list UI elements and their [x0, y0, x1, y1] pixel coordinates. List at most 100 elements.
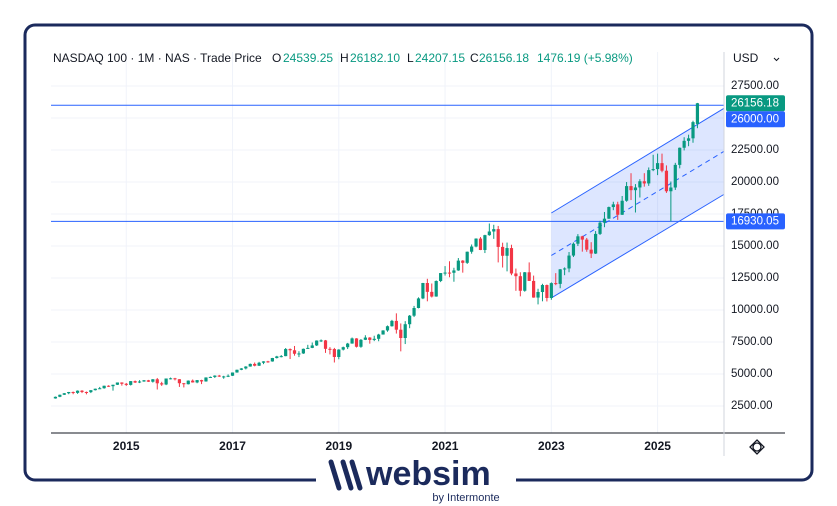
- candle-body: [465, 251, 469, 263]
- candle-body: [545, 285, 549, 298]
- frame: [23, 23, 814, 482]
- candle-body: [275, 356, 279, 359]
- candle-body: [660, 163, 664, 171]
- currency-select[interactable]: USD: [733, 51, 780, 65]
- candle-body: [554, 283, 558, 285]
- candle-body: [98, 388, 102, 390]
- candle-body: [580, 236, 584, 240]
- candle-body: [120, 382, 124, 384]
- candle-body: [155, 379, 159, 384]
- candle-body: [673, 164, 677, 188]
- candle-body: [292, 350, 297, 354]
- candle-body: [434, 280, 438, 297]
- candle-body: [416, 298, 421, 309]
- x-tick-label: 2019: [325, 439, 352, 453]
- candle-body: [439, 273, 443, 281]
- candle-body: [315, 340, 319, 346]
- price-badge: [726, 95, 785, 112]
- candle-body: [235, 369, 239, 373]
- candle-body: [310, 345, 314, 348]
- y-tick-label: 10000.00: [731, 304, 779, 316]
- candle-body: [585, 239, 589, 250]
- candle-body: [106, 385, 111, 387]
- ohlc-value: 24207.15: [415, 51, 465, 65]
- candle-body: [53, 396, 58, 399]
- candle-body: [248, 363, 252, 367]
- candle-body: [682, 140, 686, 148]
- candle-body: [257, 362, 261, 366]
- candle-body: [222, 376, 226, 378]
- price-badge: [726, 213, 785, 230]
- candle-body: [284, 349, 288, 357]
- candle-body: [67, 392, 71, 394]
- candle-body: [598, 222, 602, 234]
- candle-body: [593, 233, 598, 254]
- candle-body: [443, 272, 447, 274]
- candle-body: [456, 260, 460, 271]
- candle-body: [540, 285, 545, 293]
- candle-body: [496, 229, 500, 247]
- candle-body: [146, 380, 151, 382]
- candle-body: [217, 375, 221, 377]
- candle-body: [478, 238, 483, 250]
- logo-mark: [328, 459, 363, 491]
- settings-icon-outline[interactable]: [749, 439, 765, 455]
- candle-body: [638, 181, 642, 188]
- price-badges: 26156.18 26000.00 16930.05: [726, 95, 785, 230]
- candle-body: [58, 394, 62, 397]
- currency[interactable]: USD: [733, 51, 759, 65]
- candle-body: [350, 338, 354, 344]
- candle-body: [629, 186, 633, 191]
- grid: [51, 52, 724, 433]
- candle-body: [624, 186, 629, 201]
- candle-body: [487, 231, 491, 236]
- price-badge-label: 26156.18: [731, 97, 779, 109]
- candle-body: [470, 246, 474, 252]
- candle-body: [607, 207, 611, 219]
- candle-body: [430, 291, 434, 297]
- candle-body: [633, 187, 638, 191]
- x-tick-label: 2015: [113, 439, 140, 453]
- candle-body: [177, 379, 182, 384]
- candle-body: [483, 235, 487, 250]
- ohlc-value: 26182.10: [350, 51, 400, 65]
- dropdown-arrow[interactable]: [773, 57, 780, 62]
- candle-body: [253, 363, 257, 366]
- candle-body: [182, 383, 186, 385]
- candle-body: [337, 349, 341, 357]
- candle-body: [377, 334, 381, 339]
- candle-body: [461, 260, 465, 263]
- candle-body: [558, 269, 562, 284]
- candle-body: [385, 326, 390, 331]
- candle-body: [208, 376, 212, 378]
- candle-body: [381, 330, 385, 335]
- candle-body: [328, 348, 332, 350]
- candle-body: [301, 348, 305, 354]
- candle-body: [137, 381, 142, 383]
- candle-body: [602, 218, 607, 223]
- candle-body: [452, 270, 456, 273]
- candle-body: [160, 383, 164, 385]
- candle-body: [84, 391, 89, 393]
- x-tick-label: 2017: [219, 439, 246, 453]
- candle-body: [412, 308, 416, 316]
- brand-subtitle: by Intermonte: [432, 492, 499, 504]
- candle-body: [346, 343, 350, 348]
- x-tick-label: 2023: [538, 439, 565, 453]
- x-tick-label: 2025: [644, 439, 671, 453]
- candle-body: [288, 349, 292, 351]
- ohlc-label: H: [340, 51, 349, 65]
- change: 1476.19 (+5.98%): [537, 51, 633, 65]
- price-badge-label: 16930.05: [731, 215, 779, 227]
- candle-body: [186, 380, 190, 385]
- candle-body: [567, 255, 571, 269]
- candle-body: [111, 384, 115, 387]
- candle-body: [514, 273, 518, 277]
- settings-button[interactable]: [749, 439, 765, 455]
- y-tick-label: 12500.00: [731, 272, 779, 284]
- settings-icon[interactable]: [752, 442, 762, 452]
- candle-body: [230, 372, 235, 376]
- candle-body: [509, 248, 514, 274]
- candle-body: [129, 381, 133, 385]
